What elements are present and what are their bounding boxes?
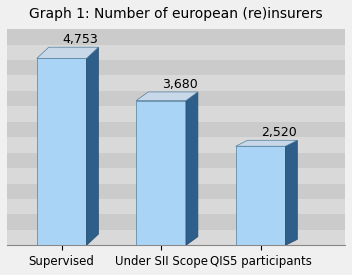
- Bar: [7, 230, 345, 245]
- Polygon shape: [37, 58, 87, 245]
- Bar: [7, 168, 345, 183]
- Polygon shape: [136, 101, 186, 245]
- Bar: [7, 122, 345, 137]
- Bar: [7, 106, 345, 122]
- Text: 3,680: 3,680: [162, 78, 197, 91]
- Polygon shape: [87, 47, 99, 245]
- Bar: [7, 60, 345, 75]
- Title: Graph 1: Number of european (re)insurers: Graph 1: Number of european (re)insurers: [29, 7, 323, 21]
- Bar: [7, 137, 345, 153]
- Text: 2,520: 2,520: [261, 126, 297, 139]
- Bar: [7, 153, 345, 168]
- Bar: [7, 183, 345, 199]
- Polygon shape: [136, 92, 198, 101]
- Polygon shape: [37, 47, 99, 58]
- Bar: [7, 45, 345, 60]
- Bar: [7, 199, 345, 214]
- Polygon shape: [236, 146, 285, 245]
- Bar: [7, 29, 345, 45]
- Bar: [7, 214, 345, 230]
- Polygon shape: [186, 92, 198, 245]
- Bar: [7, 75, 345, 91]
- Text: 4,753: 4,753: [62, 33, 98, 46]
- Polygon shape: [285, 140, 297, 245]
- Polygon shape: [236, 140, 297, 146]
- Bar: [7, 91, 345, 106]
